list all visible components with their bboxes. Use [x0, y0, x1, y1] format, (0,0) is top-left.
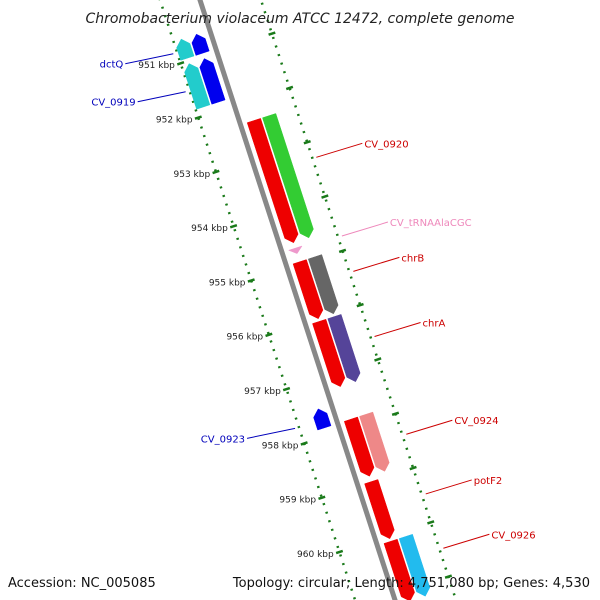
kbp-tick-label: 958 kbp: [262, 441, 299, 451]
kbp-tick-label: 957 kbp: [244, 387, 281, 397]
kbp-tick-mark: [265, 332, 273, 338]
kbp-tick-mark: [303, 139, 311, 145]
kbp-tick-mark: [356, 302, 364, 308]
kbp-tick-mark: [300, 441, 308, 446]
kbp-tick-label: 953 kbp: [174, 170, 211, 180]
gene-feature-cv-0920[interactable]: [246, 118, 299, 244]
gene-label-chra[interactable]: chrA: [423, 318, 446, 329]
gene-feature-cv-0926-cds[interactable]: [398, 533, 431, 597]
genome-backbone: [197, 0, 398, 600]
map-title: Chromobacterium violaceum ATCC 12472, co…: [85, 11, 514, 27]
gene-feature-cv-0926[interactable]: [383, 538, 415, 600]
kbp-tick-label: 951 kbp: [138, 61, 175, 71]
features-layer: [176, 33, 431, 600]
kbp-tick-label: 954 kbp: [191, 224, 228, 234]
kbp-tick-mark: [444, 574, 453, 579]
label-leader-line: [137, 91, 186, 103]
gene-feature-chra-cds[interactable]: [327, 314, 361, 383]
kbp-tick-label: 955 kbp: [209, 278, 246, 288]
kbp-tick-mark: [285, 85, 294, 91]
kbp-tick-mark: [176, 61, 185, 66]
gene-feature-cv-0919-cds[interactable]: [184, 63, 211, 110]
gene-feature-chrb[interactable]: [292, 259, 324, 320]
label-leader-line: [341, 221, 389, 237]
gene-label-cv-0926[interactable]: CV_0926: [491, 530, 535, 541]
forward-tick-guide: [259, 0, 457, 599]
gene-feature-chrb-cds[interactable]: [307, 254, 339, 315]
kbp-tick-label: 959 kbp: [279, 496, 316, 506]
gene-label-cv-0920[interactable]: CV_0920: [364, 139, 408, 150]
gene-feature-cv-trnaalacgc[interactable]: [287, 245, 303, 254]
kbp-tick-mark: [391, 411, 400, 417]
kbp-tick-mark: [318, 495, 326, 500]
gene-label-cv-0924[interactable]: CV_0924: [454, 416, 498, 427]
label-leader-line: [353, 256, 400, 272]
kbp-tick-mark: [427, 520, 435, 525]
gene-label-cv-trnaalacgc[interactable]: CV_tRNAAlaCGC: [390, 218, 472, 229]
gene-label-cv-0919[interactable]: CV_0919: [91, 98, 135, 109]
gene-feature-cv-0924-cds[interactable]: [359, 411, 390, 472]
ticks-layer: 951 kbp 952 kbp 953 kbp 954 kbp 955 kbp 956 k…: [138, 31, 453, 579]
kbp-tick-mark: [338, 248, 347, 254]
kbp-tick-mark: [268, 31, 276, 36]
label-leader-line: [125, 53, 174, 65]
kbp-tick-mark: [335, 549, 344, 555]
label-leader-line: [246, 427, 296, 439]
kbp-tick-mark: [321, 194, 329, 199]
gene-label-potf2[interactable]: potF2: [474, 476, 503, 487]
kbp-tick-label: 956 kbp: [226, 333, 263, 343]
kbp-tick-label: 960 kbp: [297, 550, 334, 560]
kbp-tick-mark: [282, 386, 291, 392]
gene-feature-chra[interactable]: [312, 318, 346, 387]
kbp-tick-mark: [212, 169, 220, 175]
kbp-tick-mark: [229, 223, 238, 229]
kbp-tick-mark: [194, 115, 202, 120]
gene-feature-potf2[interactable]: [364, 479, 395, 540]
gene-feature-cv-0920-cds[interactable]: [262, 113, 314, 239]
labels-layer: dctQ CV_0919 CV_0920 CV_tRNAAlaCGC chrB chrA C…: [91, 53, 536, 549]
label-leader-line: [316, 142, 363, 158]
label-leader-line: [374, 322, 421, 337]
gene-feature-cv-0923[interactable]: [313, 408, 332, 431]
kbp-tick-mark: [409, 465, 417, 471]
gene-feature-cv-0919[interactable]: [199, 58, 226, 105]
gene-label-dctq[interactable]: dctQ: [100, 60, 124, 71]
accession-text: Accession: NC_005085: [8, 576, 156, 591]
gene-label-chrb[interactable]: chrB: [401, 253, 424, 264]
label-leader-line: [406, 419, 453, 435]
kbp-tick-label: 952 kbp: [156, 115, 193, 125]
gene-label-cv-0923[interactable]: CV_0923: [201, 434, 245, 445]
gene-feature-dctq-cds[interactable]: [176, 38, 195, 61]
gene-feature-cv-0924[interactable]: [343, 416, 375, 477]
label-leader-line: [443, 533, 490, 549]
gene-feature-dctq[interactable]: [191, 33, 210, 56]
kbp-tick-mark: [374, 357, 382, 362]
kbp-tick-mark: [247, 278, 255, 283]
label-leader-line: [425, 479, 472, 495]
summary-text: Topology: circular; Length: 4,751,080 bp…: [232, 576, 590, 591]
